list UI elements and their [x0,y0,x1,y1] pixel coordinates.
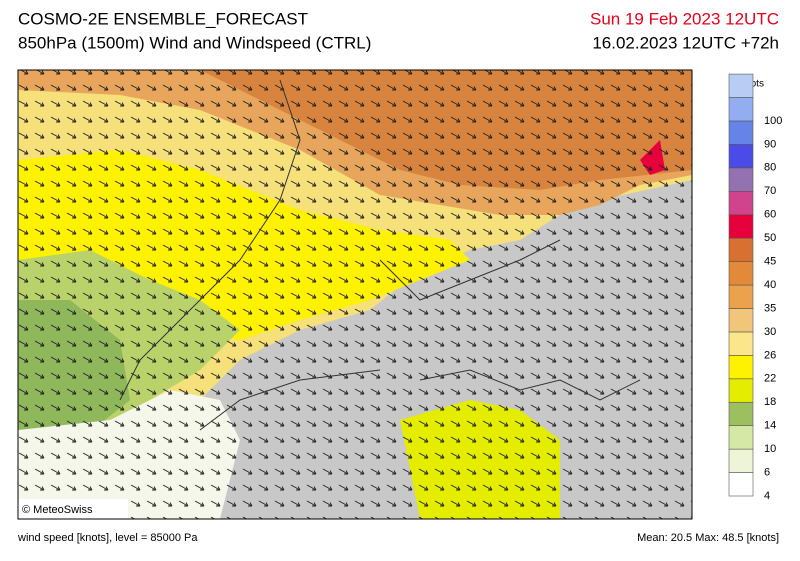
colorbar-label: 4 [764,490,770,502]
colorbar-label: 50 [764,232,776,244]
colorbar-label: 14 [764,420,776,432]
colorbar-segment [728,97,754,122]
colorbar-label: 90 [764,138,776,150]
colorbar-label: 100 [764,115,782,127]
colorbar-label: 22 [764,373,776,385]
colorbar-segment [728,261,754,286]
subtitle: 850hPa (1500m) Wind and Windspeed (CTRL) [18,33,371,52]
run-time: 16.02.2023 12UTC +72h [592,33,779,52]
colorbar-label: 18 [764,396,776,408]
colorbar-label: 80 [764,162,776,174]
valid-time: Sun 19 Feb 2023 12UTC [590,9,779,28]
colorbar-label: 10 [764,443,776,455]
colorbar-segment [728,472,754,497]
colorbar-segment [728,144,754,169]
colorbar-segment [728,120,754,145]
colorbar-label: 35 [764,302,776,314]
credit: © MeteoSwiss [22,504,93,516]
colorbar-label: 45 [764,256,776,268]
colorbar-segment [728,308,754,333]
colorbar: 4 6 10 14 18 22 26 30 35 40 45 50 60 70 80 90 100 [728,73,782,502]
colorbar-segment [728,355,754,380]
credit-box [18,499,128,519]
colorbar-label: 6 [764,466,770,478]
colorbar-segment [728,378,754,403]
colorbar-label: 30 [764,326,776,338]
borders [119,79,641,431]
map-frame [17,69,693,520]
colorbar-label: 60 [764,209,776,221]
wind-arrows [18,70,692,519]
footer-left: wind speed [knots], level = 85000 Pa [17,532,198,544]
colorbar-segment [728,214,754,239]
colorbar-segment [728,167,754,192]
colorbar-segment [728,190,754,216]
colorbar-label: 70 [764,185,776,197]
colorbar-segment [728,425,754,450]
colorbar-segment [728,448,754,473]
colorbar-segment [728,237,754,262]
footer-stats: Mean: 20.5 Max: 48.5 [knots] [637,532,779,544]
colorbar-segment [728,331,754,356]
colorbar-segment [728,284,754,309]
map: © MeteoSwiss [18,70,692,519]
colorbar-label: 40 [764,279,776,291]
colorbar-label: 26 [764,349,776,361]
colorbar-segment [728,401,754,426]
title: COSMO-2E ENSEMBLE_FORECAST [18,9,308,28]
colorbar-segment [728,73,754,98]
